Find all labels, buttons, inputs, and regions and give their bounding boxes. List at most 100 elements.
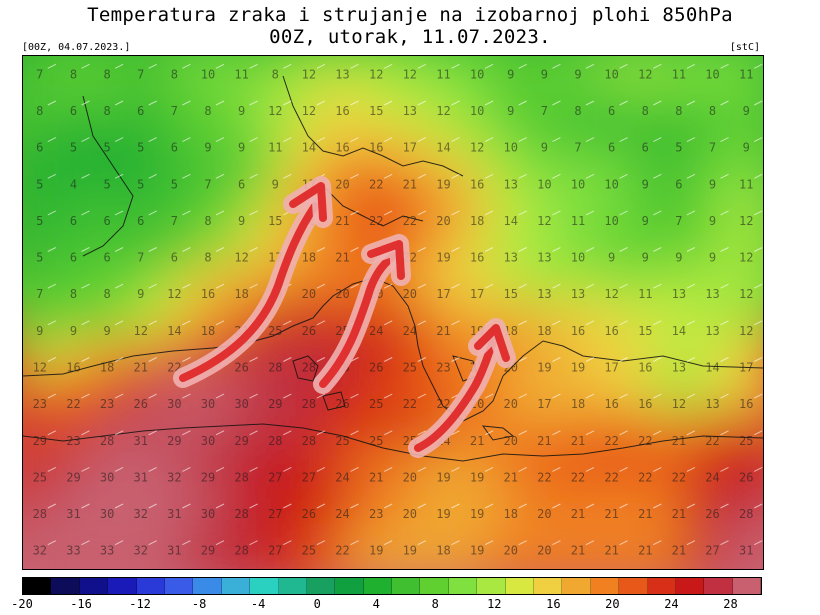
temperature-value-label: 15	[503, 287, 517, 301]
wind-vector	[417, 137, 427, 143]
temperature-value-label: 32	[33, 544, 47, 558]
wind-vector	[686, 210, 696, 216]
color-scale-swatch	[79, 578, 109, 594]
temperature-value-label: 8	[103, 287, 110, 301]
wind-vector	[383, 430, 393, 436]
temperature-value-label: 27	[268, 470, 282, 484]
wind-vector	[182, 173, 191, 179]
temperature-value-label: 12	[739, 324, 753, 338]
wind-vector	[653, 210, 662, 216]
wind-vector	[686, 63, 696, 69]
wind-vector	[148, 503, 157, 509]
wind-vector	[182, 283, 191, 289]
temperature-value-label: 12	[436, 104, 450, 118]
wind-vector	[585, 320, 595, 326]
temperature-value-label: 11	[234, 67, 248, 81]
unit-label: [stC]	[729, 42, 760, 53]
temperature-value-label: 7	[574, 141, 581, 155]
wind-vector	[686, 247, 696, 252]
wind-vector	[81, 210, 90, 216]
temperature-value-label: 5	[171, 177, 178, 191]
temperature-value-label: 6	[171, 141, 178, 155]
temperature-value-label: 9	[709, 177, 716, 191]
temperature-value-label: 9	[709, 214, 716, 228]
temperature-value-label: 16	[66, 361, 80, 375]
temperature-value-label: 22	[369, 177, 383, 191]
wind-vector	[148, 466, 157, 472]
wind-vector	[148, 173, 157, 179]
temperature-value-label: 9	[272, 177, 279, 191]
wind-vector	[552, 137, 561, 143]
temperature-value-label: 6	[70, 251, 77, 265]
temperature-value-label: 21	[672, 507, 686, 521]
color-scale-swatch	[136, 578, 165, 594]
wind-vector	[182, 100, 191, 106]
wind-vector	[114, 503, 124, 509]
wind-vector	[182, 540, 191, 546]
temperature-value-label: 22	[705, 434, 719, 448]
temperature-value-label: 31	[167, 544, 181, 558]
temperature-value-label: 31	[66, 507, 80, 521]
temperature-value-label: 20	[403, 470, 417, 484]
wind-vector	[249, 63, 258, 69]
wind-vector	[484, 210, 494, 216]
wind-vector	[653, 283, 662, 289]
wind-vector	[753, 320, 763, 326]
warm-advection-arrows	[173, 176, 516, 458]
temperature-value-label: 5	[103, 141, 110, 155]
wind-vector	[383, 173, 393, 179]
temperature-value-label: 8	[103, 104, 110, 118]
color-scale-tick-label: -16	[70, 597, 92, 611]
wind-vector	[383, 393, 393, 399]
wind-vector	[383, 283, 393, 289]
wind-vector	[114, 320, 124, 326]
temperature-value-label: 6	[70, 104, 77, 118]
temperature-value-label: 11	[268, 141, 282, 155]
wind-vector	[215, 466, 225, 472]
temperature-value-label: 27	[268, 507, 282, 521]
wind-vector	[47, 210, 57, 216]
temperature-value-label: 9	[36, 324, 43, 338]
temperature-value-label: 31	[133, 434, 147, 448]
temperature-value-label: 12	[739, 214, 753, 228]
wind-vector	[283, 540, 292, 546]
wind-vector	[81, 100, 90, 106]
temperature-value-label: 17	[537, 397, 551, 411]
wind-vector	[350, 503, 359, 509]
temperature-value-label: 19	[470, 507, 484, 521]
temperature-value-label: 29	[268, 397, 282, 411]
wind-vector	[114, 137, 124, 143]
temperature-value-label: 13	[705, 397, 719, 411]
temperature-value-label: 13	[705, 287, 719, 301]
color-scale-swatch	[250, 578, 279, 594]
wind-vector	[350, 540, 359, 546]
temperature-value-label: 8	[675, 104, 682, 118]
temperature-value-label: 24	[705, 470, 719, 484]
temperature-value-label: 19	[571, 361, 585, 375]
wind-vector	[114, 100, 124, 106]
temperature-value-label: 16	[335, 141, 349, 155]
wind-vector	[316, 100, 326, 106]
wind-vector	[619, 540, 628, 546]
temperature-value-label: 6	[608, 141, 615, 155]
color-scale-swatch	[619, 578, 648, 594]
temperature-value-label: 16	[335, 104, 349, 118]
temperature-value-label: 18	[100, 361, 114, 375]
temperature-value-label: 30	[100, 507, 114, 521]
wind-vector	[552, 540, 561, 546]
wind-vector	[653, 357, 662, 362]
color-scale-tick-label: -4	[250, 597, 266, 611]
wind-vector	[249, 503, 258, 509]
wind-vector	[81, 173, 90, 179]
wind-vector	[585, 357, 595, 362]
wind-vector	[114, 540, 124, 546]
wind-vector	[383, 210, 393, 216]
temperature-value-label: 28	[234, 507, 248, 521]
color-scale-swatch	[732, 578, 762, 594]
wind-vector	[350, 210, 359, 216]
wind-vector	[215, 430, 225, 436]
color-scale-bar	[22, 577, 762, 595]
wind-vector	[417, 173, 427, 179]
temperature-value-label: 20	[503, 544, 517, 558]
temperature-value-label: 7	[137, 251, 144, 265]
